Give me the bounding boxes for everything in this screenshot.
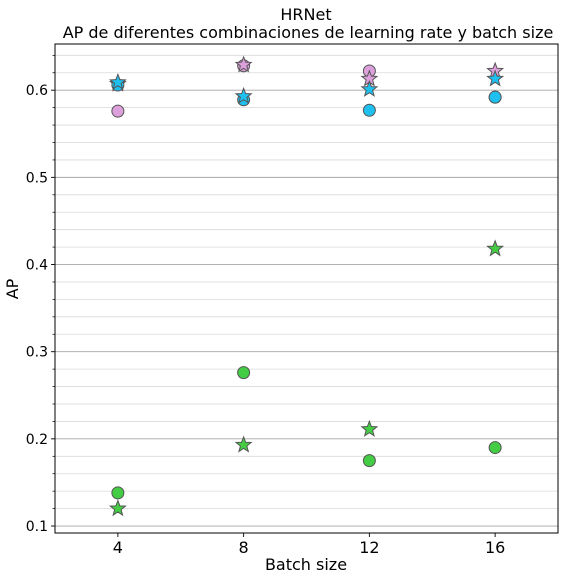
y-axis-label: AP [3, 278, 22, 299]
grid-lines [55, 54, 558, 527]
circle-marker [362, 103, 376, 117]
star-marker [486, 239, 505, 257]
data-markers [108, 55, 505, 517]
star-marker [360, 79, 379, 97]
chart-subtitle: AP de diferentes combinaciones de learni… [63, 23, 554, 42]
star-marker [486, 69, 505, 87]
circle-marker [488, 441, 502, 455]
x-tick-label: 12 [359, 538, 379, 557]
circle-marker [237, 366, 251, 380]
x-tick-label: 8 [239, 538, 249, 557]
x-tick-label: 16 [485, 538, 505, 557]
y-tick-label: 0.4 [26, 258, 48, 274]
circle-marker [111, 486, 125, 500]
x-tick-label: 4 [113, 538, 123, 557]
x-axis-label: Batch size [265, 555, 347, 574]
y-tick-label: 0.5 [26, 170, 48, 186]
y-tick-label: 0.1 [26, 519, 48, 535]
star-marker [234, 435, 253, 453]
y-tick-label: 0.2 [26, 432, 48, 448]
circle-marker [362, 454, 376, 468]
star-marker [108, 72, 127, 90]
y-tick-label: 0.6 [26, 83, 48, 99]
chart-title: HRNet [280, 5, 331, 24]
star-marker [234, 86, 253, 104]
star-marker [108, 499, 127, 517]
star-marker [360, 419, 379, 437]
circle-marker [488, 90, 502, 104]
y-tick-label: 0.3 [26, 345, 48, 361]
plot-area-frame [54, 43, 559, 534]
star-marker [234, 55, 253, 73]
circle-marker [111, 104, 125, 118]
axis-ticks: 0.1 0.2 0.3 0.4 0.5 0.6 4 8 12 16 [26, 54, 505, 557]
